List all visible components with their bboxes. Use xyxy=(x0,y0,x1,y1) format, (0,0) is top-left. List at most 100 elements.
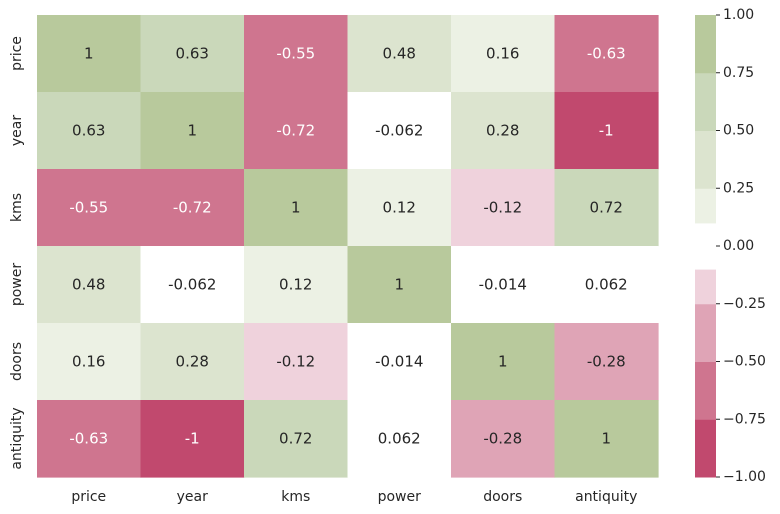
colorbar-tick-label: 0.25 xyxy=(723,180,754,196)
heatmap-cell xyxy=(140,246,245,324)
heatmap-cell xyxy=(451,400,556,478)
heatmap-cell xyxy=(554,15,659,93)
heatmap-cell xyxy=(244,246,349,324)
x-tick-label: power xyxy=(378,489,422,505)
heatmap-cell xyxy=(451,169,556,247)
cell-value-label: 0.28 xyxy=(486,122,519,140)
heatmap-cell xyxy=(554,323,659,401)
cell-value-label: 0.28 xyxy=(176,353,209,371)
colorbar-tick-label: −0.50 xyxy=(723,354,766,370)
y-tick-label: price xyxy=(9,36,25,71)
y-tick-label: kms xyxy=(9,193,25,222)
x-tick-label: price xyxy=(71,489,106,505)
cell-value-label: -0.28 xyxy=(587,353,626,371)
colorbar-segment xyxy=(695,361,716,420)
cell-value-label: -0.63 xyxy=(69,430,108,448)
x-axis-ticks: price year kms power doors antiquity xyxy=(71,489,637,505)
colorbar-segment xyxy=(695,15,716,74)
colorbar-segment xyxy=(695,222,716,270)
heatmap-cell xyxy=(37,246,142,324)
heatmap-cell xyxy=(347,92,452,170)
cell-value-label: -0.55 xyxy=(69,199,108,217)
cell-value-label: -0.72 xyxy=(276,122,315,140)
cell-value-label: -0.062 xyxy=(375,122,423,140)
cell-value-label: 0.062 xyxy=(585,276,628,294)
colorbar-tick-label: 0.75 xyxy=(723,65,754,81)
heatmap-cell xyxy=(37,323,142,401)
x-tick-label: antiquity xyxy=(575,489,637,505)
colorbar-segment xyxy=(695,269,716,305)
heatmap-cell xyxy=(347,169,452,247)
cell-value-label: 0.12 xyxy=(383,199,416,217)
colorbar-segment xyxy=(695,188,716,224)
heatmap-cell xyxy=(244,323,349,401)
heatmap-cell xyxy=(347,400,452,478)
colorbar xyxy=(695,15,716,478)
cell-value-label: 1 xyxy=(84,45,94,63)
heatmap-cell xyxy=(37,15,142,93)
cell-value-label: 0.72 xyxy=(279,430,312,448)
y-tick-label: year xyxy=(9,115,25,146)
heatmap-cell xyxy=(244,169,349,247)
cell-value-label: -0.63 xyxy=(587,45,626,63)
colorbar-segment xyxy=(695,130,716,189)
cell-value-label: 0.48 xyxy=(72,276,105,294)
cell-value-label: 1 xyxy=(601,430,611,448)
heatmap-cell xyxy=(37,400,142,478)
x-tick-label: kms xyxy=(281,489,310,505)
y-tick-label: power xyxy=(9,263,25,307)
colorbar-ticks: 1.00 0.75 0.50 0.25 0.00 −0.25 −0.50 −0.75 −1.00 xyxy=(716,7,766,485)
cell-value-label: 0.062 xyxy=(378,430,421,448)
y-tick-label: antiquity xyxy=(9,407,25,469)
colorbar-tick-label: 0.00 xyxy=(723,238,754,254)
heatmap-cell xyxy=(451,15,556,93)
colorbar-tick-label: 1.00 xyxy=(723,7,754,23)
colorbar-tick-label: −0.75 xyxy=(723,411,766,427)
colorbar-tick-label: 0.50 xyxy=(723,123,754,139)
heatmap-cell xyxy=(347,15,452,93)
cell-annotations: 1 0.63 -0.55 0.48 0.16 -0.63 0.63 1 -0.72 -0.062 0… xyxy=(69,45,627,448)
cell-value-label: 0.48 xyxy=(383,45,416,63)
x-tick-label: doors xyxy=(483,489,522,505)
heatmap-cell xyxy=(244,92,349,170)
heatmap-cell xyxy=(451,323,556,401)
heatmap-cell xyxy=(37,169,142,247)
heatmap-cell xyxy=(554,400,659,478)
cell-value-label: 0.16 xyxy=(486,45,519,63)
colorbar-tick-label: −0.25 xyxy=(723,296,766,312)
heatmap-cell xyxy=(451,92,556,170)
heatmap-cell xyxy=(347,323,452,401)
heatmap-cell xyxy=(140,323,245,401)
cell-value-label: -0.28 xyxy=(483,430,522,448)
y-tick-label: doors xyxy=(9,342,25,381)
heatmap-cell xyxy=(554,92,659,170)
cell-value-label: -1 xyxy=(185,430,200,448)
cell-value-label: -0.55 xyxy=(276,45,315,63)
heatmap-cell xyxy=(140,92,245,170)
heatmap-cell xyxy=(244,15,349,93)
cell-value-label: -0.014 xyxy=(375,353,423,371)
heatmap-cell xyxy=(37,92,142,170)
cell-value-label: -1 xyxy=(599,122,614,140)
cell-value-label: -0.014 xyxy=(479,276,527,294)
cell-value-label: 0.63 xyxy=(176,45,209,63)
colorbar-tick-label: −1.00 xyxy=(723,469,766,485)
cell-value-label: 1 xyxy=(498,353,508,371)
heatmap-cell xyxy=(140,400,245,478)
y-axis-ticks: price year kms power doors antiquity xyxy=(9,36,25,470)
cell-value-label: 0.63 xyxy=(72,122,105,140)
heatmap-cell xyxy=(140,15,245,93)
heatmap-cell xyxy=(554,169,659,247)
colorbar-segment xyxy=(695,72,716,131)
heatmap-cell xyxy=(140,169,245,247)
heatmap-cell xyxy=(244,400,349,478)
heatmap-cell xyxy=(451,246,556,324)
colorbar-segment xyxy=(695,419,716,478)
cell-value-label: -0.062 xyxy=(168,276,216,294)
cell-value-label: 0.12 xyxy=(279,276,312,294)
cell-value-label: 1 xyxy=(291,199,301,217)
colorbar-segment xyxy=(695,303,716,362)
cell-value-label: 1 xyxy=(394,276,404,294)
cell-value-label: -0.72 xyxy=(173,199,212,217)
